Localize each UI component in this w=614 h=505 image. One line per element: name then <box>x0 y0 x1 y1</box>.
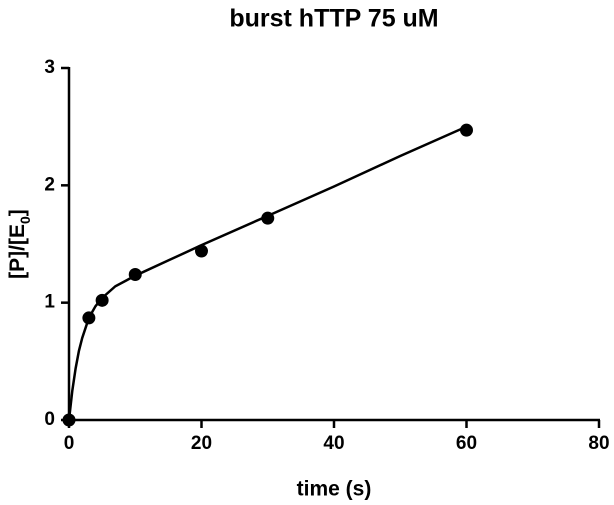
data-point <box>460 123 473 137</box>
chart-title: burst hTTP 75 uM <box>229 5 438 33</box>
y-label-subscript: 0 <box>17 216 33 224</box>
x-tick-label: 0 <box>64 433 75 454</box>
x-axis-label: time (s) <box>297 478 372 501</box>
data-point <box>95 293 109 307</box>
data-point <box>62 413 76 427</box>
y-tick-label: 1 <box>44 292 55 313</box>
fit-curve <box>67 125 468 421</box>
y-tick-label: 0 <box>44 409 55 430</box>
y-label-suffix: ] <box>6 209 29 216</box>
x-tick-label: 40 <box>323 433 344 454</box>
data-point <box>195 244 208 258</box>
data-point <box>82 311 96 325</box>
y-tick-label: 3 <box>44 57 55 78</box>
y-label-text: [P]/[E <box>6 224 29 279</box>
data-point <box>128 268 142 282</box>
x-tick-label: 20 <box>191 433 212 454</box>
data-point <box>261 211 275 225</box>
y-tick-label: 2 <box>44 174 55 195</box>
x-tick-label: 80 <box>588 433 609 454</box>
x-tick-label: 60 <box>456 433 477 454</box>
y-axis-label: [P]/[E0] <box>6 209 33 279</box>
